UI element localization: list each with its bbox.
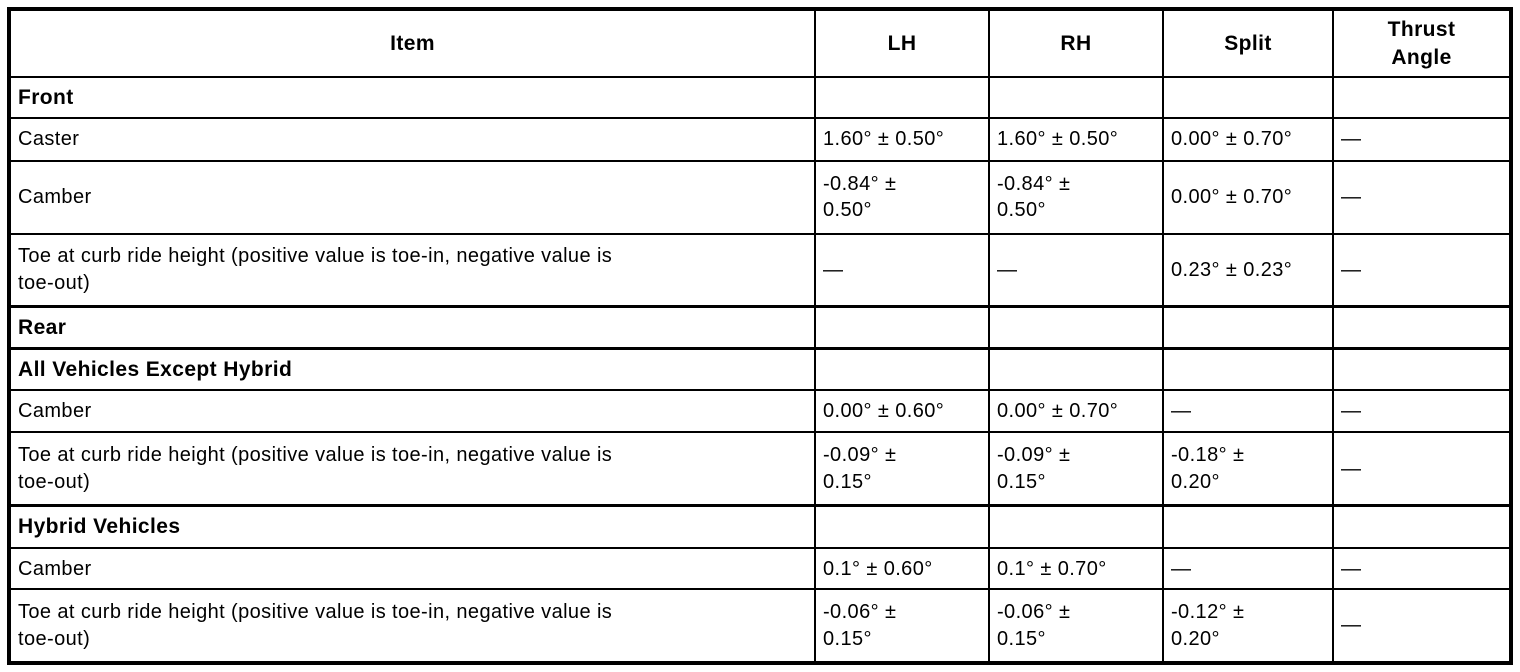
thrust-angle-cell: — (1332, 389, 1512, 434)
thrust-angle-cell: — (1332, 117, 1512, 162)
header-row: Item LH RH Split Thrust Angle (8, 8, 1512, 78)
section-label: All Vehicles Except Hybrid (8, 347, 816, 392)
split-cell: -0.12° ± 0.20° (1162, 588, 1334, 664)
alignment-spec-table: Item LH RH Split Thrust Angle Front Cast… (7, 7, 1513, 665)
item-cell: Caster (8, 117, 816, 162)
split-cell: — (1162, 389, 1334, 434)
lh-cell: 0.00° ± 0.60° (814, 389, 990, 434)
item-cell: Camber (8, 547, 816, 591)
thrust-angle-cell: — (1332, 431, 1512, 507)
thrust-angle-cell (1332, 75, 1512, 120)
lh-cell: -0.06° ± 0.15° (814, 588, 990, 664)
split-cell (1162, 504, 1334, 550)
rh-cell: -0.09° ± 0.15° (988, 431, 1164, 507)
spec-row-toe-hybrid: Toe at curb ride height (positive value … (8, 588, 1512, 664)
section-row-hybrid-vehicles: Hybrid Vehicles (8, 504, 1512, 550)
split-cell: 0.00° ± 0.70° (1162, 117, 1334, 162)
spec-row-toe-front: Toe at curb ride height (positive value … (8, 233, 1512, 308)
lh-cell (814, 305, 990, 350)
spec-row-camber-hybrid: Camber 0.1° ± 0.60° 0.1° ± 0.70° — — (8, 547, 1512, 591)
col-header-lh: LH (814, 8, 990, 78)
rh-cell: 0.1° ± 0.70° (988, 547, 1164, 591)
thrust-angle-cell: — (1332, 159, 1512, 236)
rh-cell (988, 347, 1164, 392)
thrust-angle-cell (1332, 347, 1512, 392)
rh-cell: -0.06° ± 0.15° (988, 588, 1164, 664)
thrust-angle-cell: — (1332, 233, 1512, 308)
spec-row-camber-rear: Camber 0.00° ± 0.60° 0.00° ± 0.70° — — (8, 389, 1512, 434)
rh-cell (988, 75, 1164, 120)
section-row-rear: Rear (8, 305, 1512, 350)
item-cell: Toe at curb ride height (positive value … (8, 431, 816, 507)
split-cell: — (1162, 547, 1334, 591)
split-cell: 0.23° ± 0.23° (1162, 233, 1334, 308)
rh-cell (988, 504, 1164, 550)
item-cell: Toe at curb ride height (positive value … (8, 233, 816, 308)
spec-row-toe-rear: Toe at curb ride height (positive value … (8, 431, 1512, 507)
col-header-item: Item (8, 8, 816, 78)
rh-cell (988, 305, 1164, 350)
lh-cell: -0.84° ± 0.50° (814, 159, 990, 236)
col-header-rh: RH (988, 8, 1164, 78)
section-row-front: Front (8, 75, 1512, 120)
spec-row-camber-front: Camber -0.84° ± 0.50° -0.84° ± 0.50° 0.0… (8, 159, 1512, 236)
split-cell: -0.18° ± 0.20° (1162, 431, 1334, 507)
rh-cell: -0.84° ± 0.50° (988, 159, 1164, 236)
section-row-all-vehicles-except-hybrid: All Vehicles Except Hybrid (8, 347, 1512, 392)
section-label: Rear (8, 305, 816, 350)
col-header-thrust-angle: Thrust Angle (1332, 8, 1512, 78)
section-label: Front (8, 75, 816, 120)
split-cell (1162, 75, 1334, 120)
lh-cell: — (814, 233, 990, 308)
item-cell: Camber (8, 159, 816, 236)
item-cell: Toe at curb ride height (positive value … (8, 588, 816, 664)
item-cell: Camber (8, 389, 816, 434)
lh-cell: 0.1° ± 0.60° (814, 547, 990, 591)
thrust-angle-cell (1332, 305, 1512, 350)
col-header-split: Split (1162, 8, 1334, 78)
spec-row-caster-front: Caster 1.60° ± 0.50° 1.60° ± 0.50° 0.00°… (8, 117, 1512, 162)
rh-cell: 0.00° ± 0.70° (988, 389, 1164, 434)
split-cell (1162, 305, 1334, 350)
lh-cell (814, 504, 990, 550)
section-label: Hybrid Vehicles (8, 504, 816, 550)
split-cell: 0.00° ± 0.70° (1162, 159, 1334, 236)
thrust-angle-cell: — (1332, 547, 1512, 591)
thrust-angle-cell: — (1332, 588, 1512, 664)
rh-cell: — (988, 233, 1164, 308)
lh-cell (814, 75, 990, 120)
lh-cell: 1.60° ± 0.50° (814, 117, 990, 162)
thrust-angle-cell (1332, 504, 1512, 550)
rh-cell: 1.60° ± 0.50° (988, 117, 1164, 162)
lh-cell (814, 347, 990, 392)
lh-cell: -0.09° ± 0.15° (814, 431, 990, 507)
split-cell (1162, 347, 1334, 392)
